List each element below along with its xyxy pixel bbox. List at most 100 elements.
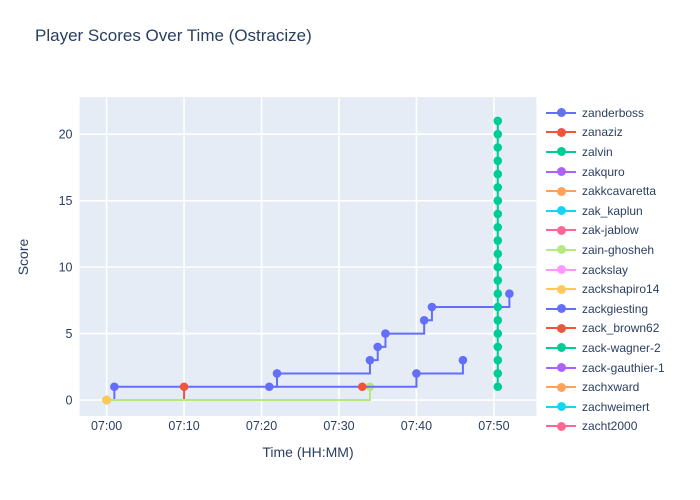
- legend-line-marker-icon: [546, 304, 576, 314]
- plot-area[interactable]: [79, 97, 537, 416]
- data-point-marker[interactable]: [102, 395, 111, 405]
- data-point-marker[interactable]: [412, 369, 421, 378]
- data-point-marker[interactable]: [493, 289, 503, 299]
- legend-line-marker-icon: [546, 127, 576, 137]
- data-point-marker[interactable]: [493, 209, 503, 219]
- legend-item-zanderboss[interactable]: zanderboss: [546, 103, 698, 123]
- trace-zalvin[interactable]: [493, 116, 503, 392]
- trace-line: [106, 386, 371, 402]
- data-point-marker[interactable]: [272, 369, 282, 378]
- legend-line-marker-icon: [546, 225, 576, 235]
- data-point-marker[interactable]: [365, 355, 375, 365]
- data-point-marker[interactable]: [493, 249, 503, 259]
- data-point-marker[interactable]: [505, 289, 514, 299]
- data-point-marker[interactable]: [493, 369, 503, 378]
- x-tick-label: 07:40: [401, 419, 432, 433]
- y-tick-label: 15: [59, 194, 73, 208]
- y-axis-title: Score: [15, 238, 31, 276]
- y-tick-label: 10: [59, 261, 73, 275]
- legend-line-marker-icon: [546, 167, 576, 177]
- legend-line-marker-icon: [546, 245, 576, 255]
- legend-item-zak-jablow[interactable]: zak-jablow: [546, 221, 698, 241]
- x-tick-label: 07:10: [168, 419, 199, 433]
- trace-zackgiesting[interactable]: [264, 355, 468, 392]
- legend-line-marker-icon: [546, 421, 576, 431]
- data-point-marker[interactable]: [419, 316, 429, 325]
- legend-label: zack-wagner-2: [582, 340, 661, 355]
- trace-zack_brown62[interactable]: [357, 382, 367, 392]
- data-point-marker[interactable]: [493, 329, 503, 338]
- legend-label: zachweimert: [582, 399, 650, 414]
- legend-item-zalvin[interactable]: zalvin: [546, 142, 698, 162]
- data-point-marker[interactable]: [427, 302, 437, 312]
- data-point-marker[interactable]: [381, 329, 390, 338]
- legend-line-marker-icon: [546, 323, 576, 333]
- data-point-marker[interactable]: [493, 222, 503, 232]
- legend-item-zackshapiro14[interactable]: zackshapiro14: [546, 279, 698, 299]
- data-point-marker[interactable]: [493, 262, 503, 272]
- legend-label: zalvin: [582, 144, 613, 159]
- y-tick-label: 5: [66, 327, 73, 341]
- data-point-marker[interactable]: [493, 169, 503, 179]
- legend-item-zack_brown62[interactable]: zack_brown62: [546, 319, 698, 339]
- data-point-marker[interactable]: [493, 156, 503, 166]
- legend-item-zachweimert[interactable]: zachweimert: [546, 397, 698, 417]
- data-point-marker[interactable]: [493, 196, 503, 205]
- chart-title: Player Scores Over Time (Ostracize): [35, 26, 312, 45]
- data-point-marker[interactable]: [110, 382, 119, 392]
- data-point-marker[interactable]: [357, 382, 367, 392]
- legend-item-zackslay[interactable]: zackslay: [546, 260, 698, 280]
- legend-label: zain-ghosheh: [582, 242, 655, 257]
- legend-label: zanderboss: [582, 105, 645, 120]
- legend-item-zakquro[interactable]: zakquro: [546, 162, 698, 182]
- legend-item-zakkcavaretta[interactable]: zakkcavaretta: [546, 181, 698, 201]
- legend-label: zacht2000: [582, 419, 638, 433]
- legend-line-marker-icon: [546, 363, 576, 373]
- x-tick-label: 07:00: [91, 419, 122, 433]
- legend-item-zack-gauthier-1[interactable]: zack-gauthier-1: [546, 358, 698, 378]
- data-point-marker[interactable]: [373, 342, 383, 352]
- legend: zanderboss zanaziz zalvin zakquro zakkcavare…: [546, 103, 698, 433]
- legend-line-marker-icon: [546, 402, 576, 412]
- data-point-marker[interactable]: [493, 183, 503, 192]
- trace-zackshapiro14[interactable]: [102, 395, 111, 405]
- data-point-marker[interactable]: [493, 355, 503, 365]
- legend-item-zachxward[interactable]: zachxward: [546, 377, 698, 397]
- legend-label: zackshapiro14: [582, 282, 660, 297]
- data-point-marker[interactable]: [493, 316, 503, 325]
- legend-line-marker-icon: [546, 186, 576, 196]
- data-point-marker[interactable]: [458, 355, 468, 365]
- data-point-marker[interactable]: [493, 143, 503, 152]
- legend-label: zakkcavaretta: [582, 184, 657, 199]
- legend-label: zakquro: [582, 164, 625, 179]
- legend-item-zanaziz[interactable]: zanaziz: [546, 123, 698, 143]
- legend-label: zack_brown62: [582, 321, 660, 336]
- data-point-marker[interactable]: [493, 276, 503, 285]
- y-tick-label: 20: [59, 128, 73, 142]
- legend-item-zack-wagner-2[interactable]: zack-wagner-2: [546, 338, 698, 358]
- legend-label: zackslay: [582, 262, 629, 277]
- data-point-marker[interactable]: [493, 129, 503, 139]
- x-tick-label: 07:50: [478, 419, 509, 433]
- x-axis-title: Time (HH:MM): [262, 444, 354, 460]
- legend-label: zak-jablow: [582, 223, 639, 238]
- data-point-marker[interactable]: [493, 382, 503, 392]
- legend-line-marker-icon: [546, 343, 576, 353]
- legend-line-marker-icon: [546, 108, 576, 118]
- legend-item-zacht2000[interactable]: zacht2000: [546, 417, 698, 433]
- data-point-marker[interactable]: [493, 302, 503, 312]
- data-point-marker[interactable]: [179, 382, 189, 392]
- data-point-marker[interactable]: [493, 236, 503, 245]
- legend-label: zanaziz: [582, 125, 623, 140]
- data-point-marker[interactable]: [493, 116, 503, 126]
- data-point-marker[interactable]: [264, 382, 274, 392]
- legend-line-marker-icon: [546, 382, 576, 392]
- legend-line-marker-icon: [546, 284, 576, 294]
- legend-item-zackgiesting[interactable]: zackgiesting: [546, 299, 698, 319]
- legend-item-zak_kaplun[interactable]: zak_kaplun: [546, 201, 698, 221]
- legend-item-zain-ghosheh[interactable]: zain-ghosheh: [546, 240, 698, 260]
- x-tick-label: 07:30: [323, 419, 354, 433]
- data-point-marker[interactable]: [493, 342, 503, 352]
